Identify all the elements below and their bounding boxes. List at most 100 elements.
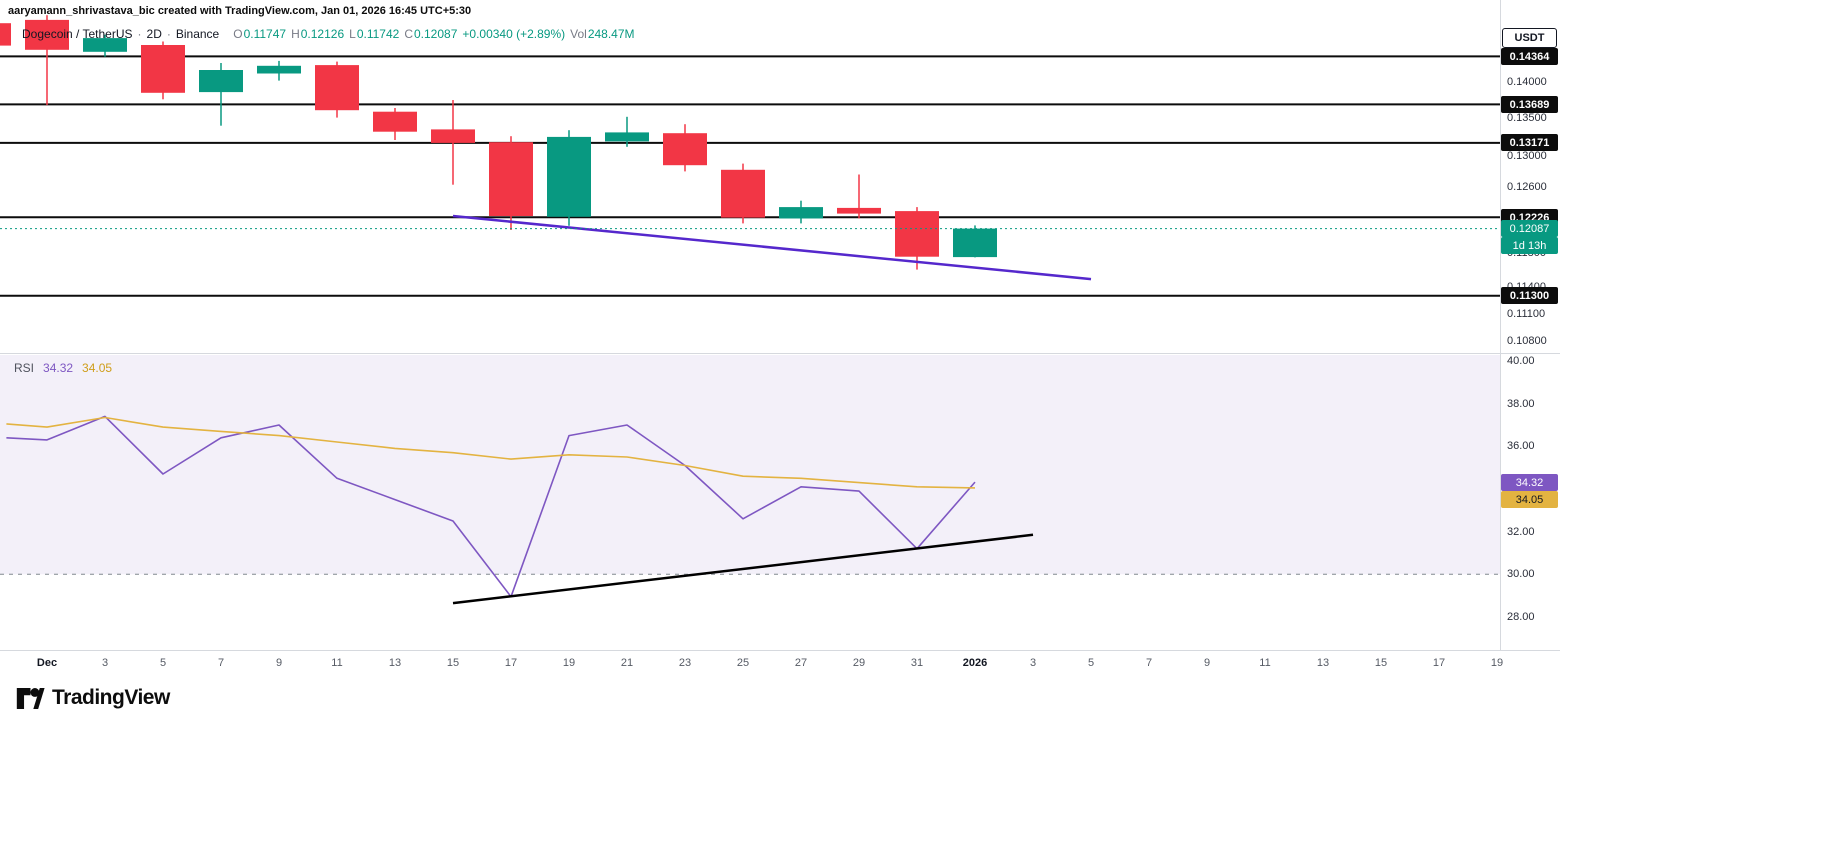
countdown-badge: 1d 13h [1501, 237, 1558, 254]
ohlc-high: H 0.12126 [291, 27, 344, 41]
candle-body[interactable] [895, 211, 939, 257]
price-level-badge: 0.11300 [1501, 287, 1558, 304]
candle-body[interactable] [605, 132, 649, 142]
rsi-axis-tick[interactable]: 40.00 [1507, 355, 1535, 367]
rsi-ma-value: 34.05 [82, 361, 113, 375]
legend-separator: · [166, 27, 171, 41]
candle-body[interactable] [141, 45, 185, 93]
tradingview-logo[interactable]: TradingView [16, 686, 170, 710]
candle-body[interactable] [489, 142, 533, 216]
price-level-badge: 0.13171 [1501, 134, 1558, 151]
time-axis-label[interactable]: 9 [1203, 657, 1211, 669]
time-axis-label[interactable]: 11 [331, 657, 343, 669]
rsi-band-fill [0, 355, 1500, 575]
candle-body[interactable] [25, 19, 69, 50]
candle-body[interactable] [83, 38, 127, 52]
rsi-trendline[interactable] [452, 533, 1034, 605]
rsi-line-1[interactable] [6, 416, 976, 489]
tradingview-logo-text: TradingView [52, 686, 170, 709]
high-value: 0.12126 [300, 27, 345, 41]
pane-separator[interactable] [0, 353, 1560, 354]
exchange-label: Binance [175, 27, 220, 41]
candle-body[interactable] [431, 129, 475, 143]
time-axis-label[interactable]: 21 [620, 657, 634, 669]
volume-value: 248.47M [587, 27, 635, 41]
attribution-text: aaryamann_shrivastava_bic created with T… [8, 5, 472, 17]
rsi-label[interactable]: RSI [14, 361, 35, 375]
time-axis-label[interactable]: 29 [852, 657, 866, 669]
price-axis-tick[interactable]: 0.14000 [1507, 76, 1547, 88]
change-value: +0.00340 (+2.89%) [462, 27, 566, 41]
candle-body[interactable] [721, 169, 765, 218]
time-axis-label[interactable]: 3 [1029, 657, 1037, 669]
rsi-axis-tick[interactable]: 32.00 [1507, 526, 1535, 538]
time-axis-label[interactable]: 13 [388, 657, 402, 669]
time-axis-label[interactable]: 13 [1316, 657, 1330, 669]
time-axis-label[interactable]: 23 [678, 657, 692, 669]
rsi-axis-tick[interactable]: 30.00 [1507, 568, 1535, 580]
rsi-axis-tick[interactable]: 36.00 [1507, 440, 1535, 452]
candle-body[interactable] [373, 111, 417, 132]
time-axis-label[interactable]: 7 [217, 657, 225, 669]
price-axis-tick[interactable]: 0.13500 [1507, 112, 1547, 124]
rsi-axis-tick[interactable]: 28.00 [1507, 611, 1535, 623]
price-axis-tick[interactable]: 0.13000 [1507, 150, 1547, 162]
low-label: L [349, 27, 356, 41]
low-value: 0.11742 [356, 27, 400, 41]
candle-body[interactable] [257, 65, 301, 74]
currency-toggle[interactable]: USDT [1502, 28, 1557, 48]
price-trendline[interactable] [452, 214, 1092, 281]
candle-body[interactable] [547, 136, 591, 217]
time-axis-label[interactable]: 17 [504, 657, 518, 669]
ohlc-low: L 0.11742 [349, 27, 399, 41]
tradingview-logo-icon [16, 687, 45, 709]
rsi-value-badge: 34.32 [1501, 474, 1558, 491]
time-axis-label[interactable]: 9 [275, 657, 283, 669]
time-axis-label[interactable]: Dec [36, 657, 58, 669]
rsi-legend: RSI 34.32 34.05 [14, 361, 112, 375]
price-axis-tick[interactable]: 0.10800 [1507, 335, 1547, 347]
candle-body[interactable] [0, 23, 11, 46]
symbol-legend: Dogecoin / TetherUS · 2D · Binance O 0.11… [22, 27, 635, 41]
rsi-value: 34.32 [43, 361, 74, 375]
candle-body[interactable] [199, 70, 243, 93]
volume-pair: Vol 248.47M [570, 27, 634, 41]
legend-separator: · [137, 27, 142, 41]
price-level-badge: 0.14364 [1501, 48, 1558, 65]
time-axis-label[interactable]: 27 [794, 657, 808, 669]
symbol-title[interactable]: Dogecoin / TetherUS [22, 27, 133, 41]
chart-canvas[interactable] [0, 0, 1500, 650]
close-value: 0.12087 [414, 27, 458, 41]
price-axis-tick[interactable]: 0.11100 [1507, 308, 1546, 320]
time-axis-border[interactable] [0, 650, 1560, 651]
candle-body[interactable] [315, 65, 359, 111]
time-axis-label[interactable]: 19 [562, 657, 576, 669]
rsi-line-0[interactable] [6, 415, 976, 598]
high-label: H [291, 27, 300, 41]
candle-body[interactable] [953, 228, 997, 258]
price-axis-tick[interactable]: 0.12600 [1507, 181, 1547, 193]
time-axis-label[interactable]: 7 [1145, 657, 1153, 669]
time-axis-label[interactable]: 5 [1087, 657, 1095, 669]
time-axis-label[interactable]: 5 [159, 657, 167, 669]
time-axis-label[interactable]: 31 [910, 657, 924, 669]
open-value: 0.11747 [243, 27, 287, 41]
interval-label[interactable]: 2D [146, 27, 162, 41]
candle-body[interactable] [837, 207, 881, 214]
open-label: O [233, 27, 243, 41]
volume-label: Vol [570, 27, 587, 41]
time-axis-label[interactable]: 11 [1259, 657, 1271, 669]
rsi-ma-badge: 34.05 [1501, 491, 1558, 508]
time-axis-label[interactable]: 3 [101, 657, 109, 669]
time-axis-label[interactable]: 19 [1490, 657, 1504, 669]
close-label: C [404, 27, 413, 41]
price-axis-border[interactable] [1500, 0, 1501, 650]
time-axis-label[interactable]: 2026 [962, 657, 988, 669]
rsi-axis-tick[interactable]: 38.00 [1507, 398, 1535, 410]
time-axis-label[interactable]: 17 [1432, 657, 1446, 669]
candle-body[interactable] [663, 133, 707, 166]
time-axis-label[interactable]: 25 [736, 657, 750, 669]
time-axis-label[interactable]: 15 [446, 657, 460, 669]
candle-body[interactable] [779, 207, 823, 219]
time-axis-label[interactable]: 15 [1374, 657, 1388, 669]
